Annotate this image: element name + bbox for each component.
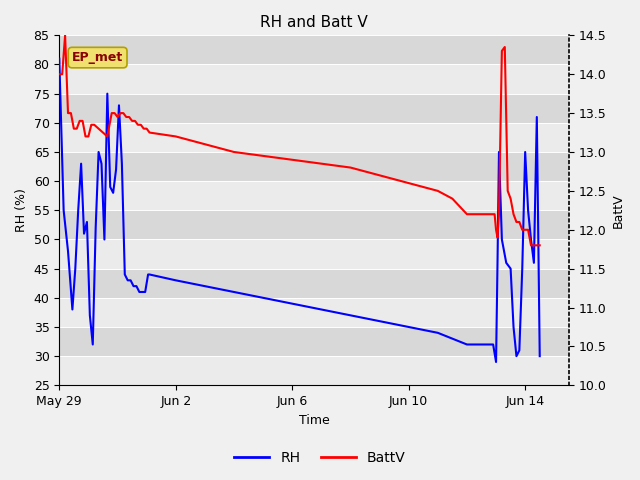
Bar [60,152,569,181]
Bar [60,123,569,152]
X-axis label: Time: Time [299,414,330,427]
Bar [60,36,569,64]
Bar [60,94,569,123]
Bar [60,327,569,356]
Bar [60,356,569,385]
Y-axis label: RH (%): RH (%) [15,188,28,232]
Bar [60,240,569,269]
Bar [60,298,569,327]
Bar [60,210,569,240]
Bar [60,64,569,94]
Bar [60,181,569,210]
Bar [60,269,569,298]
Title: RH and Batt V: RH and Batt V [260,15,368,30]
Legend: RH, BattV: RH, BattV [229,445,411,471]
Y-axis label: BattV: BattV [612,193,625,228]
Text: EP_met: EP_met [72,51,124,64]
